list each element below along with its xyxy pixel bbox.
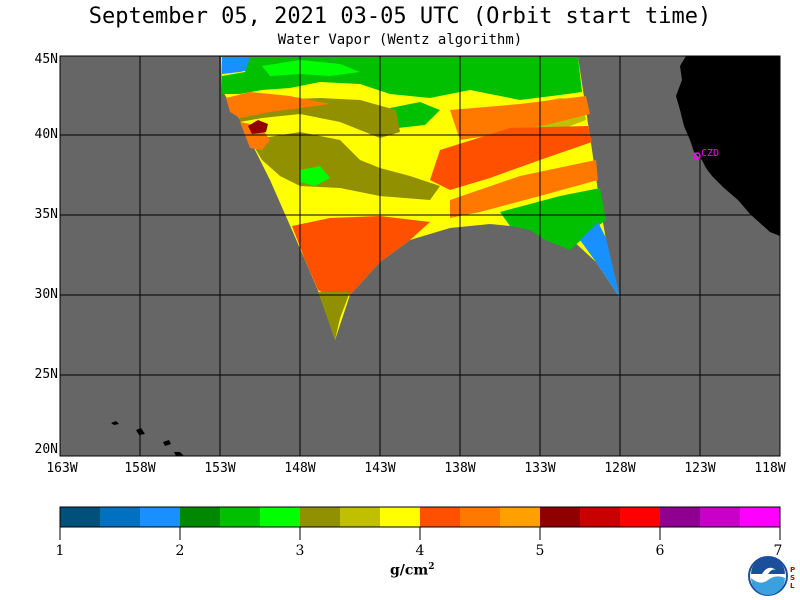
swath-orange-upper [226,92,330,118]
colorbar-cells [60,507,781,527]
colorbar-cell [380,507,421,527]
lat-label-45n: 45N [34,52,58,67]
lon-label-123w: 123W [684,461,716,476]
colorbar-cell [580,507,621,527]
colorbar-cell [180,507,221,527]
lon-label-163w: 163W [46,461,78,476]
lon-label-118w: 118W [754,461,786,476]
swath-orange-diagonal [430,126,592,190]
colorbar-tick-5: 5 [535,543,545,559]
swath-orange-diagonal-2 [450,160,598,218]
station-label: CZD [701,148,719,159]
colorbar-cell [100,507,141,527]
lon-label-158w: 158W [124,461,156,476]
lon-label-148w: 148W [284,461,316,476]
grid-lines [60,56,780,456]
colorbar-cell [540,507,581,527]
swath-orange-bottom [292,216,430,300]
swath-top-green-bright [262,60,360,76]
colorbar-cell [260,507,301,527]
lon-label-153w: 153W [204,461,236,476]
lat-label-40n: 40N [34,127,58,142]
swath-darkred-patch [248,120,268,134]
colorbar-cell [460,507,501,527]
lat-label-25n: 25N [34,367,58,382]
colorbar-tick-1: 1 [55,543,65,559]
swath-orange-top-right [450,96,590,140]
colorbar-cell [60,507,101,527]
colorbar-tick-4: 4 [415,543,425,559]
lon-label-133w: 133W [524,461,556,476]
island-1 [111,421,119,425]
swath-tail [318,292,350,340]
noaa-logo-icon [748,556,788,596]
colorbar-tick-6: 6 [655,543,665,559]
colorbar-cell [420,507,461,527]
lon-label-143w: 143W [364,461,396,476]
lon-label-128w: 128W [604,461,636,476]
swath-green-bright-lower [300,166,330,186]
swath-green-lower-right [500,188,606,250]
units-text: g/cm [390,562,429,579]
island-4 [174,452,184,456]
lat-label-30n: 30N [34,287,58,302]
colorbar-cell [700,507,741,527]
swath-region [221,57,620,340]
colorbar-tick-2: 2 [175,543,185,559]
colorbar-tick-3: 3 [295,543,305,559]
units-exponent: 2 [428,562,435,572]
colorbar-cell [140,507,181,527]
swath-orange-left-edge [240,122,270,150]
colorbar-units: g/cm2 [390,562,435,579]
swath-green-patch-mid [390,102,440,128]
colorbar-cell [340,507,381,527]
island-3 [163,440,171,446]
lon-label-138w: 138W [444,461,476,476]
lat-label-35n: 35N [34,207,58,222]
colorbar-cell [300,507,341,527]
colorbar-ticks [59,527,781,540]
land-mass [676,56,780,236]
colorbar-cell [620,507,661,527]
colorbar-tick-7: 7 [773,543,783,559]
chart-title: September 05, 2021 03-05 UTC (Orbit star… [88,4,712,29]
lat-label-20n: 20N [34,442,58,457]
station-marker [693,152,701,160]
chart-subtitle: Water Vapor (Wentz algorithm) [277,32,523,48]
swath-blue-lower-right [580,222,620,298]
swath-olive-mid [250,132,440,200]
colorbar-cell [500,507,541,527]
colorbar-cell [660,507,701,527]
colorbar-cell [740,507,781,527]
colorbar-cell [220,507,261,527]
